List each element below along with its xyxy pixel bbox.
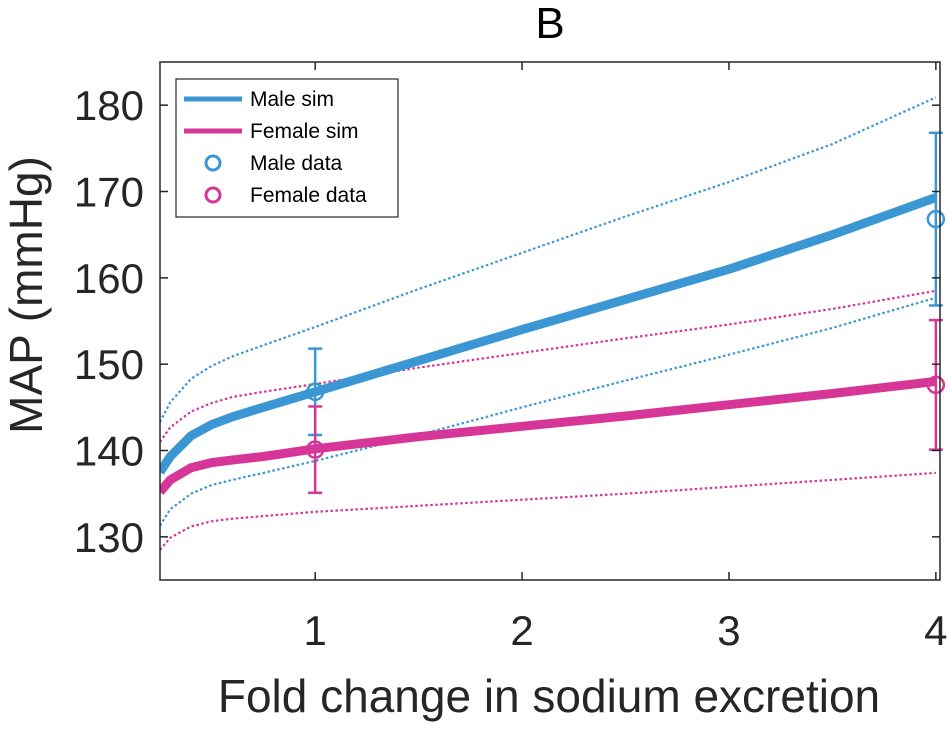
y-tick-label: 180	[74, 82, 144, 129]
y-tick-label: 170	[74, 169, 144, 216]
legend-marker-swatch	[204, 154, 222, 172]
sim-bound-line	[160, 96, 937, 423]
male-sim-line	[160, 193, 938, 475]
legend-label: Female sim	[250, 120, 359, 143]
legend-box	[175, 78, 399, 218]
female-sim-line	[160, 376, 937, 495]
plot-area	[160, 96, 946, 551]
chart-title: B	[535, 0, 564, 48]
sim-bound-line	[160, 471, 936, 551]
x-tick-label: 2	[510, 607, 533, 654]
x-tick-label: 4	[924, 607, 947, 654]
legend: Male sim Female sim Male data Female data	[175, 78, 399, 218]
y-tick-label: 140	[74, 428, 144, 475]
legend-label: Female data	[250, 184, 367, 207]
data-point-marker	[926, 375, 946, 395]
axes: 1 2 3 4 130 140 150 160 170 180	[74, 61, 948, 654]
legend-marker-swatch	[204, 186, 222, 204]
x-axis-label: Fold change in sodium excretion	[218, 670, 880, 722]
y-tick-label: 160	[74, 255, 144, 302]
x-tick-label: 3	[717, 607, 740, 654]
axes-box	[159, 61, 941, 581]
legend-label: Male sim	[250, 88, 334, 111]
data-point-marker	[305, 440, 325, 459]
data-point-marker	[305, 382, 325, 402]
legend-label: Male data	[250, 152, 343, 175]
y-tick-label: 130	[74, 514, 144, 561]
x-tick-label: 1	[303, 607, 326, 654]
sim-bound-line	[160, 296, 937, 527]
y-tick-label: 150	[74, 341, 144, 388]
y-axis-label: MAP (mmHg)	[0, 156, 52, 434]
data-point-marker	[926, 209, 946, 229]
